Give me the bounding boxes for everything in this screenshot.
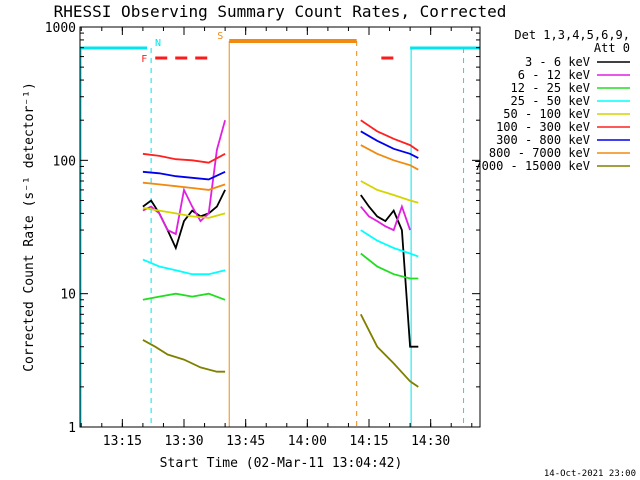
legend-label: 800 - 7000 keV — [489, 146, 590, 160]
x-tick-label: 13:30 — [164, 434, 203, 449]
y-axis-label: Corrected Count Rate (s⁻¹ detector⁻¹) — [22, 82, 37, 372]
flag-label-f: F — [141, 54, 147, 65]
x-tick-label: 13:45 — [226, 434, 265, 449]
legend-label: 3 - 6 keV — [525, 55, 590, 69]
series-line — [142, 258, 226, 276]
legend-label: 25 - 50 keV — [511, 94, 590, 108]
series-line — [360, 229, 419, 258]
series-line — [360, 130, 419, 159]
legend-label: 300 - 800 keV — [496, 133, 590, 147]
series-line — [142, 170, 226, 181]
y-tick-label: 10 — [60, 288, 76, 303]
series-line — [142, 152, 226, 164]
footer-date: 14-Oct-2021 23:00 — [544, 469, 636, 479]
series-line — [142, 189, 226, 251]
y-tick-label: 1 — [68, 421, 76, 436]
series-line — [142, 207, 226, 219]
x-tick-label: 13:15 — [103, 434, 142, 449]
y-tick-label: 100 — [53, 154, 76, 169]
series-line — [360, 252, 419, 280]
flag-label-n: N — [155, 38, 161, 49]
series-line — [360, 180, 419, 204]
series-line — [142, 292, 226, 301]
x-axis-label: Start Time (02-Mar-11 13:04:42) — [160, 456, 403, 471]
chart-title: RHESSI Observing Summary Count Rates, Co… — [54, 2, 507, 21]
series-line — [359, 313, 419, 388]
legend-label: 7000 - 15000 keV — [474, 159, 590, 173]
series-line — [142, 339, 226, 373]
legend-label: 100 - 300 keV — [496, 120, 590, 134]
flag-label-s: S — [217, 31, 223, 42]
series-line — [360, 119, 419, 152]
x-tick-label: 14:30 — [411, 434, 450, 449]
series-line — [360, 194, 419, 348]
plot-frame — [79, 26, 481, 428]
legend-header-line-2: Att 0 — [594, 41, 630, 55]
legend-label: 50 - 100 keV — [503, 107, 590, 121]
x-tick-label: 14:15 — [349, 434, 388, 449]
x-tick-label: 14:00 — [288, 434, 327, 449]
series-line — [142, 119, 226, 236]
legend-header-line-1: Det 1,3,4,5,6,9, — [514, 28, 630, 42]
series-line — [142, 181, 226, 191]
legend-label: 6 - 12 keV — [518, 68, 590, 82]
y-tick-label: 1000 — [45, 21, 76, 36]
series-line — [360, 144, 419, 171]
legend-label: 12 - 25 keV — [511, 81, 590, 95]
series-line — [360, 203, 411, 232]
